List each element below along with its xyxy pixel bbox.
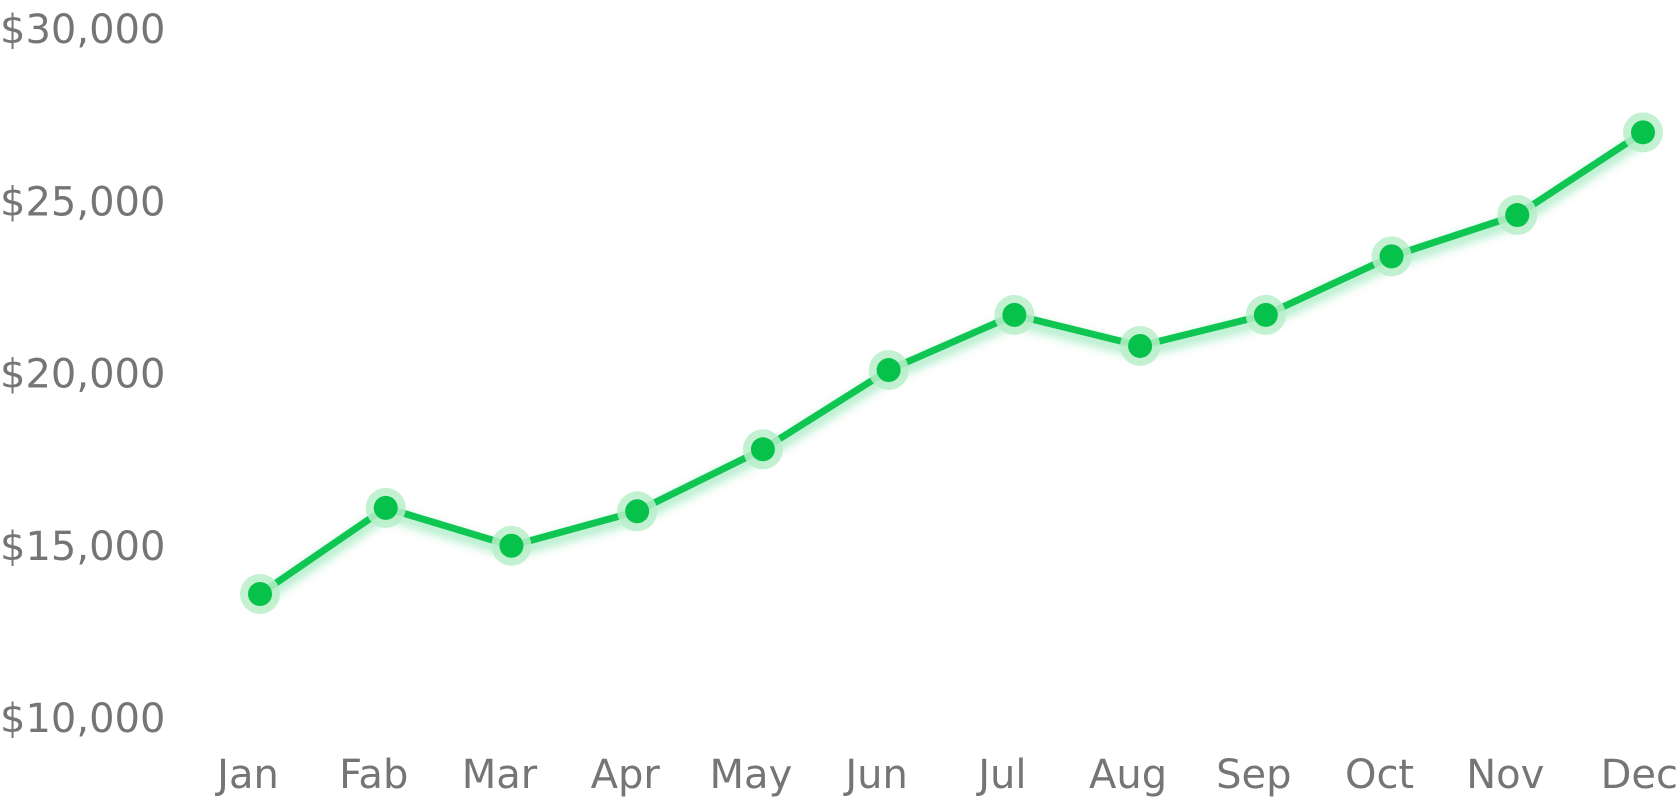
data-point xyxy=(617,491,658,532)
x-tick-label: Fab xyxy=(339,752,408,798)
x-tick-label: Mar xyxy=(462,752,538,798)
x-tick-label: Dec xyxy=(1601,752,1678,798)
y-tick-label: $15,000 xyxy=(0,524,165,570)
data-point xyxy=(1245,294,1286,335)
data-point-dot xyxy=(248,581,272,606)
data-point-dot xyxy=(1002,302,1027,327)
data-point-dot xyxy=(1631,120,1655,145)
series-line-glow xyxy=(255,133,1648,605)
data-point-dot xyxy=(499,533,524,558)
x-tick-label: May xyxy=(710,752,793,798)
x-tick-label: Aug xyxy=(1089,752,1167,798)
series-line xyxy=(256,128,1647,598)
data-point-dot xyxy=(876,358,901,383)
data-point-dot xyxy=(1128,333,1153,358)
data-point xyxy=(365,487,406,528)
x-tick-label: Jul xyxy=(975,752,1026,798)
data-point-dot xyxy=(625,499,650,524)
x-tick-label: Jun xyxy=(842,752,908,798)
data-point xyxy=(240,573,280,614)
y-tick-label: $25,000 xyxy=(0,179,165,225)
y-tick-label: $30,000 xyxy=(0,7,165,53)
data-point-dot xyxy=(373,495,398,520)
data-point xyxy=(742,429,783,470)
y-tick-label: $10,000 xyxy=(0,696,165,742)
data-point xyxy=(994,294,1035,335)
x-tick-label: Oct xyxy=(1345,752,1414,798)
data-point xyxy=(1371,236,1412,277)
data-point-dot xyxy=(1505,203,1530,228)
data-point-dot xyxy=(1253,302,1278,327)
series-layer xyxy=(240,112,1663,614)
data-point xyxy=(868,350,909,391)
data-point xyxy=(491,525,532,566)
y-axis-tick-labels: $10,000 $15,000 $20,000 $25,000 $30,000 xyxy=(0,7,165,742)
x-axis-tick-labels: Jan Fab Mar Apr May Jun Jul Aug Sep Oct Nov Dec xyxy=(214,752,1678,798)
data-point-dot xyxy=(1379,244,1404,269)
x-tick-label: Jan xyxy=(214,752,279,798)
data-point xyxy=(1497,195,1538,236)
data-point xyxy=(1120,325,1161,366)
x-tick-label: Sep xyxy=(1216,752,1291,798)
data-point xyxy=(1623,112,1663,153)
x-tick-label: Nov xyxy=(1466,752,1544,798)
y-tick-label: $20,000 xyxy=(0,352,165,398)
x-tick-label: Apr xyxy=(591,752,661,798)
data-point-dot xyxy=(750,437,775,462)
